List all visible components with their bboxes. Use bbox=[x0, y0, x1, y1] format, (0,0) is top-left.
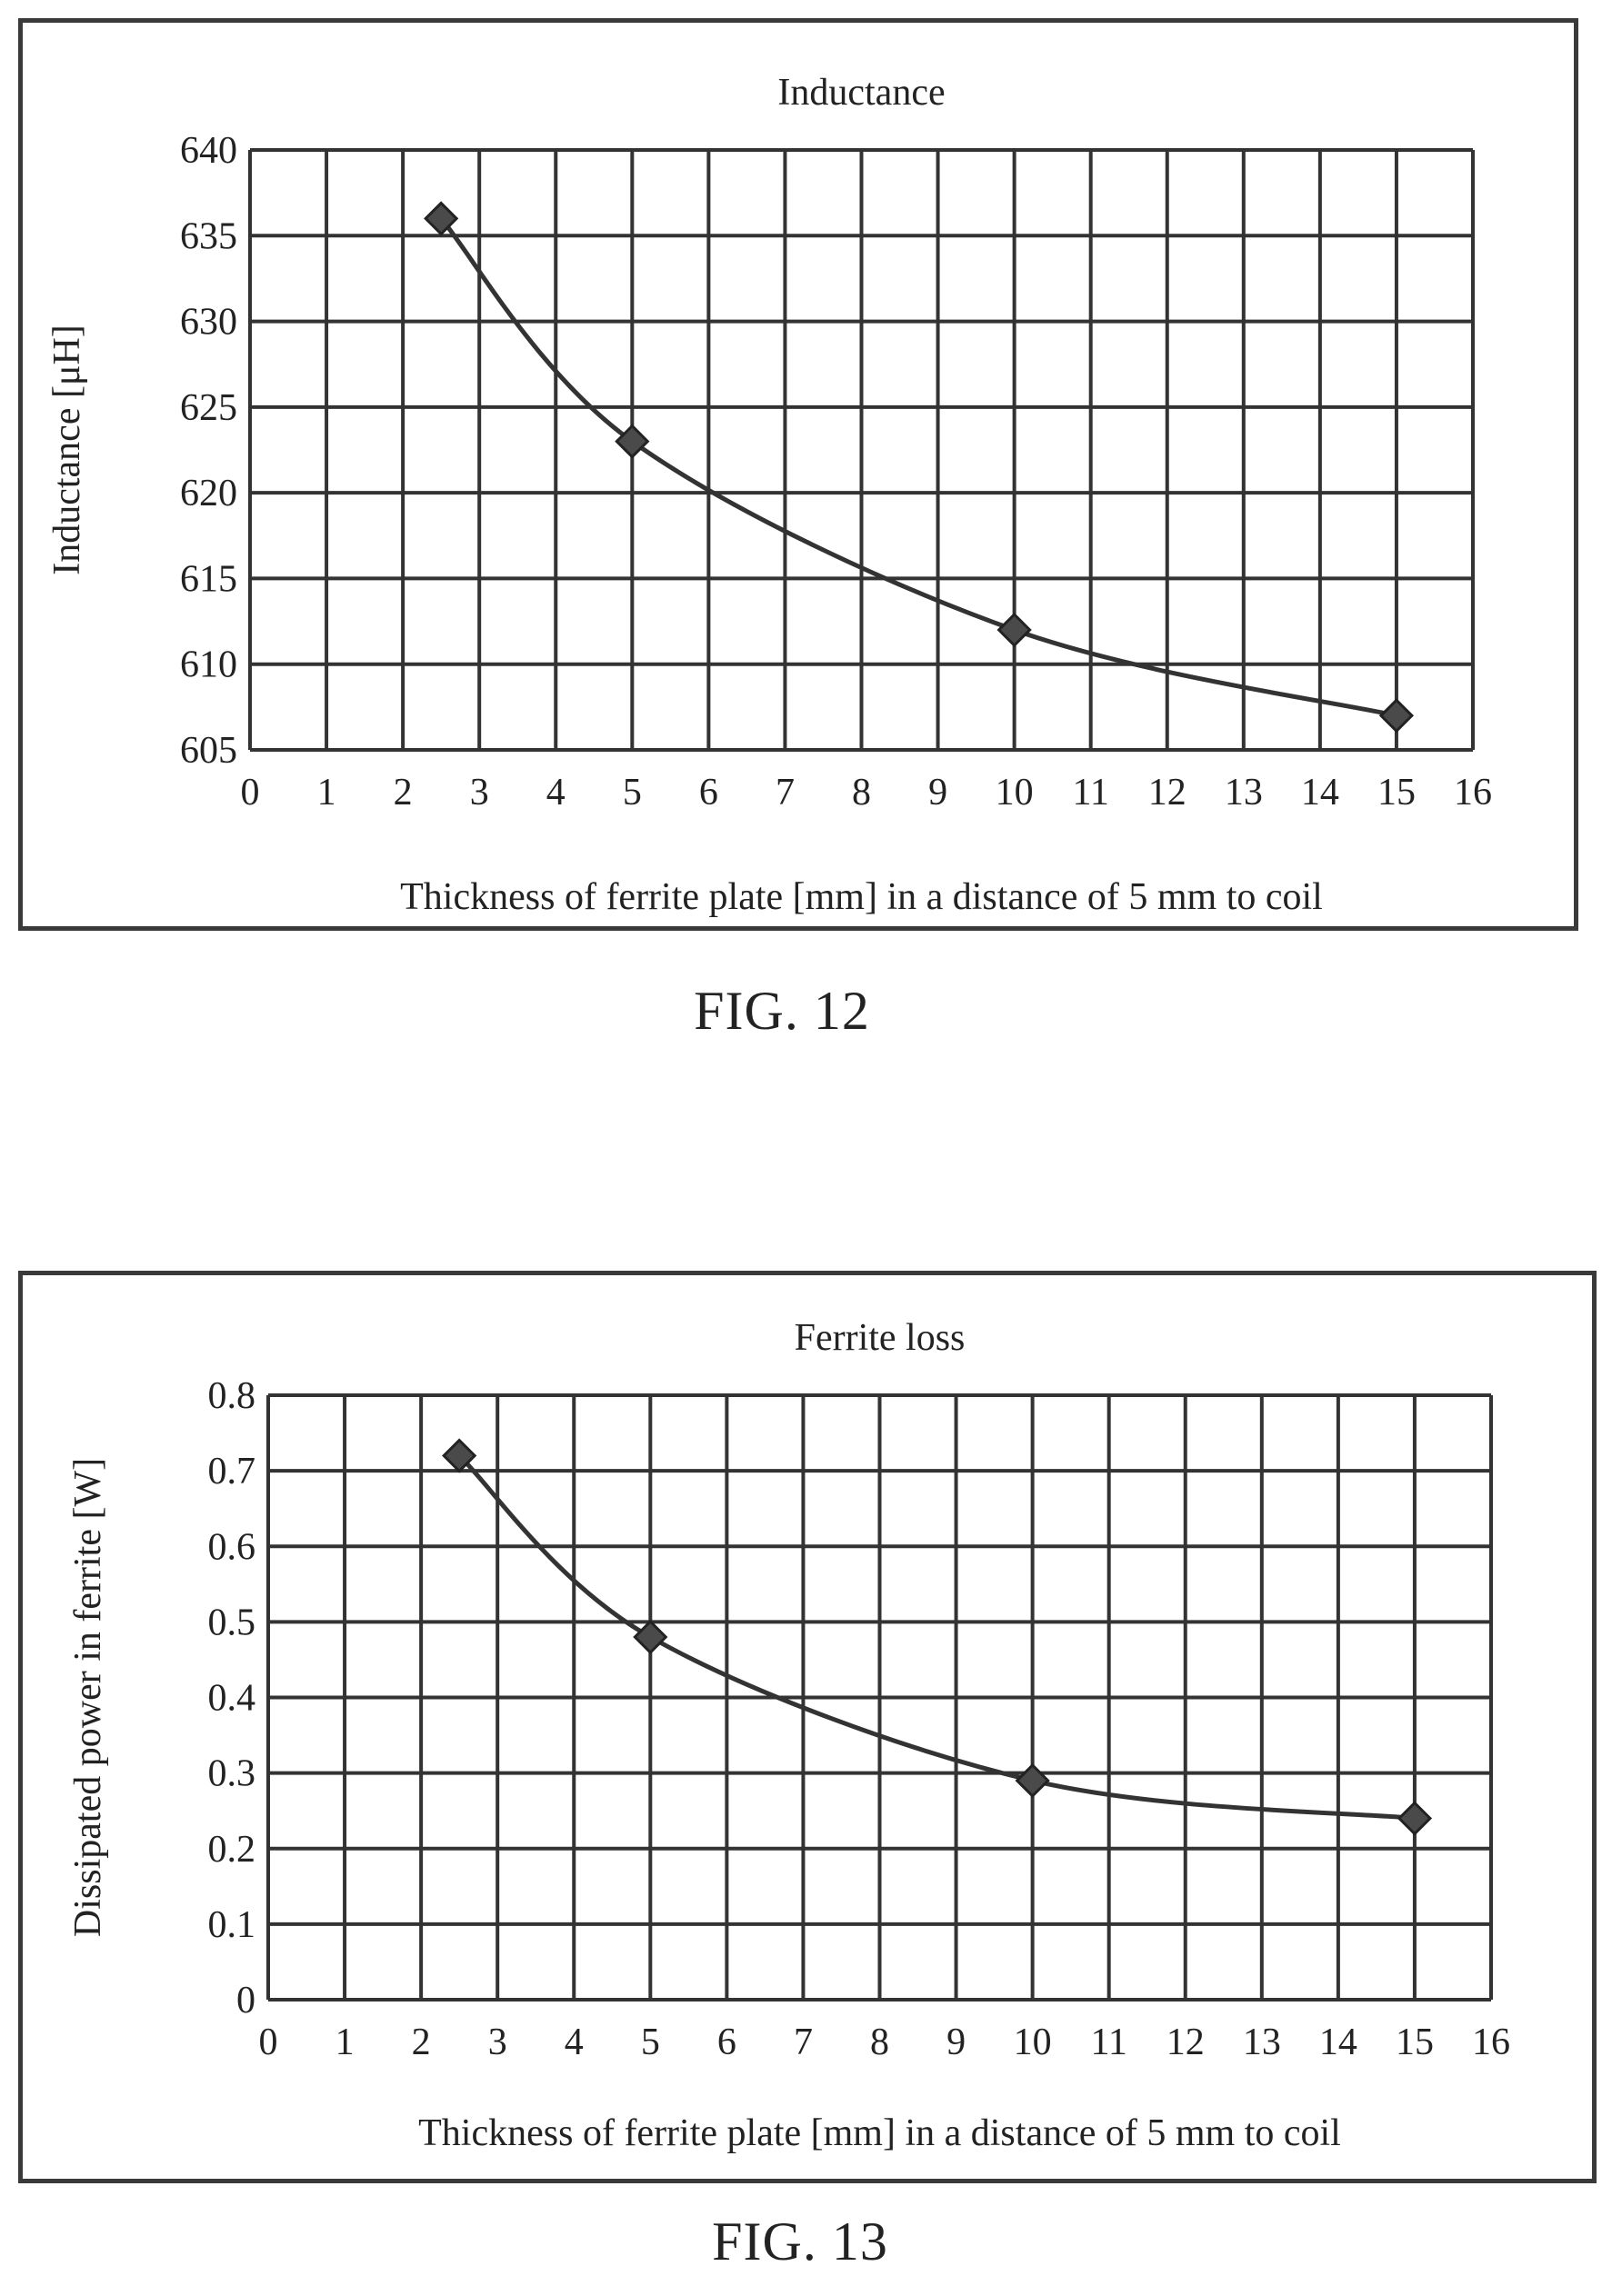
chart-title: Ferrite loss bbox=[795, 1317, 966, 1359]
chart-panel-fig12: Inductance 0 1 2 3 4 5 6 7 8 9 10 11 12 13 14 15 16 605 610… bbox=[18, 18, 1578, 931]
x-tick-label: 4 bbox=[546, 772, 566, 814]
data-point-marker bbox=[1378, 698, 1415, 734]
x-tick-label: 1 bbox=[335, 2021, 355, 2063]
x-axis-label: Thickness of ferrite plate [mm] in a dis… bbox=[418, 2112, 1341, 2154]
y-tick-label: 640 bbox=[180, 130, 237, 172]
x-tick-label: 2 bbox=[394, 772, 413, 814]
data-point-marker bbox=[996, 612, 1032, 648]
y-tick-label: 635 bbox=[180, 215, 237, 257]
x-tick-label: 5 bbox=[623, 772, 642, 814]
x-tick-label: 5 bbox=[641, 2021, 660, 2063]
x-axis-label: Thickness of ferrite plate [mm] in a dis… bbox=[400, 876, 1323, 918]
x-tick-label: 11 bbox=[1090, 2021, 1126, 2063]
x-tick-label: 13 bbox=[1225, 772, 1263, 814]
y-tick-label: 610 bbox=[180, 644, 237, 686]
y-axis-label: Dissipated power in ferrite [W] bbox=[67, 1458, 109, 1937]
x-tick-label: 12 bbox=[1166, 2021, 1205, 2063]
data-point-marker bbox=[633, 1619, 668, 1655]
x-tick-label: 12 bbox=[1148, 772, 1186, 814]
y-tick-label: 0 bbox=[236, 1980, 255, 2021]
series-line bbox=[457, 1453, 1416, 1821]
x-tick-label: 10 bbox=[1014, 2021, 1052, 2063]
chart-title: Inductance bbox=[777, 72, 945, 114]
data-point-marker bbox=[1397, 1801, 1433, 1836]
chart-panel-fig13: Ferrite loss 0 1 2 3 4 5 6 7 8 9 10 11 12 13 14 15 16 0 0.1… bbox=[18, 1271, 1597, 2183]
x-tick-label: 10 bbox=[996, 772, 1034, 814]
grid-lines bbox=[266, 1393, 1493, 2002]
y-tick-label: 0.8 bbox=[208, 1375, 256, 1417]
x-tick-label: 11 bbox=[1072, 772, 1108, 814]
y-tick-label: 0.2 bbox=[208, 1829, 256, 1871]
x-tick-label: 6 bbox=[699, 772, 718, 814]
x-tick-label: 4 bbox=[565, 2021, 584, 2063]
data-point-marker bbox=[1015, 1762, 1050, 1799]
x-tick-label: 14 bbox=[1319, 2021, 1357, 2063]
x-tick-label: 15 bbox=[1377, 772, 1416, 814]
y-tick-label: 0.3 bbox=[208, 1753, 256, 1795]
series-line bbox=[439, 216, 1397, 718]
x-tick-label: 6 bbox=[717, 2021, 736, 2063]
x-tick-label: 0 bbox=[259, 2021, 278, 2063]
figure-caption-fig13: FIG. 13 bbox=[712, 2211, 888, 2271]
x-tick-label: 15 bbox=[1396, 2021, 1434, 2063]
x-tick-label: 2 bbox=[412, 2021, 431, 2063]
y-tick-label: 605 bbox=[180, 730, 237, 772]
x-tick-label: 3 bbox=[488, 2021, 507, 2063]
figure-caption-fig12: FIG. 12 bbox=[694, 981, 870, 1041]
x-tick-label: 7 bbox=[776, 772, 795, 814]
y-tick-label: 615 bbox=[180, 558, 237, 600]
x-tick-label: 16 bbox=[1454, 772, 1492, 814]
data-point-marker bbox=[615, 424, 650, 459]
y-tick-label: 620 bbox=[180, 473, 237, 514]
x-tick-label: 16 bbox=[1472, 2021, 1510, 2063]
x-tick-label: 13 bbox=[1243, 2021, 1281, 2063]
y-tick-label: 0.6 bbox=[208, 1526, 256, 1568]
x-tick-label: 9 bbox=[928, 772, 947, 814]
x-tick-label: 0 bbox=[241, 772, 260, 814]
y-tick-label: 625 bbox=[180, 387, 237, 429]
grid-lines bbox=[248, 148, 1475, 752]
data-point-marker bbox=[424, 201, 459, 236]
y-axis-label: Inductance [μH] bbox=[46, 324, 88, 575]
y-tick-label: 0.5 bbox=[208, 1602, 256, 1643]
x-tick-label: 8 bbox=[870, 2021, 889, 2063]
x-tick-label: 3 bbox=[470, 772, 489, 814]
x-tick-label: 7 bbox=[794, 2021, 813, 2063]
y-tick-label: 630 bbox=[180, 302, 237, 344]
y-tick-label: 0.1 bbox=[208, 1904, 256, 1946]
y-tick-label: 0.4 bbox=[208, 1678, 256, 1720]
x-tick-label: 14 bbox=[1301, 772, 1339, 814]
data-point-marker bbox=[442, 1438, 477, 1473]
x-tick-label: 1 bbox=[317, 772, 336, 814]
x-tick-label: 9 bbox=[946, 2021, 966, 2063]
x-tick-label: 8 bbox=[852, 772, 871, 814]
y-tick-label: 0.7 bbox=[208, 1451, 256, 1492]
